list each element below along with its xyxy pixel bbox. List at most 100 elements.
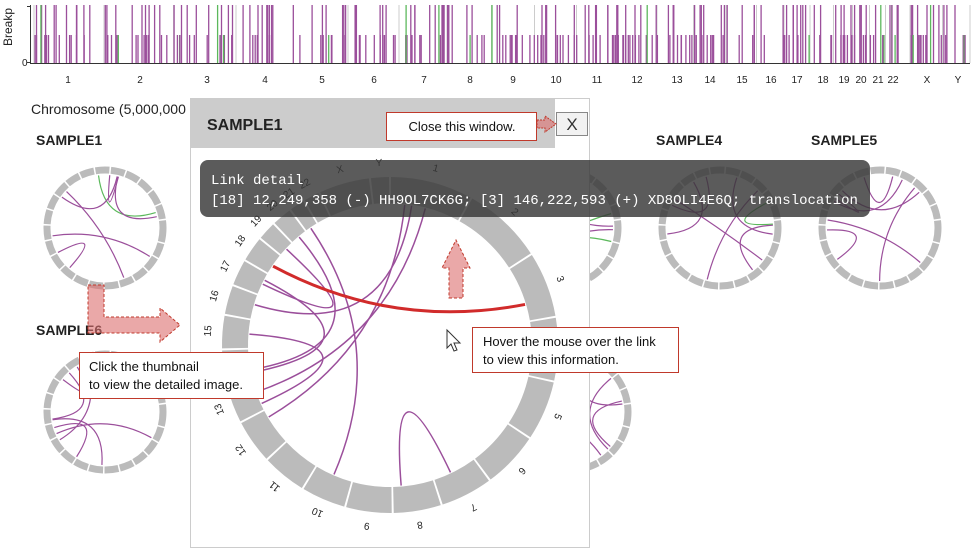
chromosome-label: 16 xyxy=(208,289,222,303)
thumbnail-link xyxy=(879,187,916,282)
thumbnail[interactable] xyxy=(43,166,167,290)
chromosome-segment xyxy=(222,315,251,349)
thumbnail-link xyxy=(52,233,151,257)
chromosome-segment xyxy=(475,424,530,480)
chromosome-tick-label: 16 xyxy=(765,75,777,86)
click-hint-box xyxy=(79,352,264,399)
link xyxy=(310,227,358,475)
y-tick-label: 0 xyxy=(22,58,28,69)
chromosome-segment xyxy=(508,376,554,438)
chromosome-tick-label: 10 xyxy=(550,75,562,86)
chromosome-segment xyxy=(245,239,280,273)
link xyxy=(251,279,325,374)
popup-title: SAMPLE1 xyxy=(207,117,283,134)
thumbnail-link xyxy=(739,224,773,271)
chromosome-tick-label: 21 xyxy=(872,75,884,86)
thumbnail[interactable] xyxy=(818,166,942,290)
chromosome-segment xyxy=(260,224,292,255)
chromosome-tick-label: 13 xyxy=(671,75,683,86)
close-hint-box xyxy=(386,112,537,141)
chromosome-segment xyxy=(233,261,267,294)
chromosome-tick-label: 18 xyxy=(817,75,829,86)
link-detail-box xyxy=(200,160,870,217)
chromosome-label: 6 xyxy=(515,465,527,477)
chromosome-tick-label: 17 xyxy=(791,75,803,86)
chromosome-tick-label: 20 xyxy=(855,75,867,86)
thumbnail-link xyxy=(52,372,85,420)
thumbnail-title: SAMPLE6 xyxy=(36,322,102,338)
link-detail: Link detail [18] 12,249,358 (-) HH9OL7CK… xyxy=(200,160,870,217)
chromosome-label: 17 xyxy=(219,259,234,274)
click-hint-line: Click the thumbnail xyxy=(89,359,199,374)
chromosome-tick-label: 2 xyxy=(137,75,143,86)
thumbnail-link xyxy=(592,400,622,447)
chromosome-label: 10 xyxy=(310,504,325,519)
chromosome-tick-label: 9 xyxy=(510,75,516,86)
chromosome-tick-label: 19 xyxy=(838,75,850,86)
hover-hint: Hover the mouse over the link to view th… xyxy=(472,327,679,373)
chromosome-label: 13 xyxy=(213,402,227,417)
thumbnail-link xyxy=(52,418,103,465)
hover-arrow xyxy=(441,238,471,299)
chromosome-label: 8 xyxy=(416,518,424,530)
chromosome-label: 15 xyxy=(203,325,215,337)
click-hint: Click the thumbnail to view the detailed… xyxy=(79,352,264,399)
thumbnail-title: SAMPLE1 xyxy=(36,132,102,148)
chromosome-label: 3 xyxy=(553,275,565,285)
chromosome-tick-label: 4 xyxy=(262,75,268,86)
chromosome-tick-label: 3 xyxy=(204,75,210,86)
chromosome-label: 5 xyxy=(551,412,563,422)
selected-link xyxy=(272,264,526,314)
chromosome-segment xyxy=(274,210,305,242)
thumbnail-link xyxy=(61,176,118,210)
mouse-cursor xyxy=(446,328,462,352)
link xyxy=(249,333,324,405)
thumbnail-link xyxy=(114,176,157,220)
chromosome-label: 9 xyxy=(363,519,370,531)
chromosome-tick-label: Y xyxy=(955,75,962,86)
link xyxy=(256,208,427,393)
thumbnail-link xyxy=(56,423,152,439)
link xyxy=(262,248,334,309)
chromosome-segment xyxy=(509,255,556,321)
chromosome-tick-label: 11 xyxy=(592,75,603,86)
chromosome-tick-label: 14 xyxy=(704,75,716,86)
thumbnail-link xyxy=(827,229,857,260)
chromosome-segment xyxy=(393,480,441,513)
thumbnail-ring xyxy=(43,166,167,290)
chromosome-label: Chromosome (5,000,000 xyxy=(31,101,186,117)
thumbnail-link xyxy=(57,242,86,268)
thumbnail-link xyxy=(97,175,156,217)
chromosome-segment xyxy=(303,466,352,507)
chromosome-tick-label: 15 xyxy=(736,75,748,86)
thumbnail-title: SAMPLE5 xyxy=(811,132,877,148)
link xyxy=(268,204,406,418)
close-hint: Close this window. xyxy=(386,112,557,141)
click-arrow xyxy=(87,284,181,344)
y-axis-label: Breakp xyxy=(1,8,15,46)
close-hint-text: Close this window. xyxy=(409,119,516,134)
link xyxy=(251,236,336,371)
chromosome-tick-label: 1 xyxy=(65,75,71,86)
chromosome-tick-label: 7 xyxy=(421,75,427,86)
chromosome-tick-label: X xyxy=(924,75,931,86)
thumbnail-link xyxy=(66,191,125,278)
chromosome-tick-label: 6 xyxy=(371,75,377,86)
hover-hint-line: Hover the mouse over the link xyxy=(483,334,656,349)
chromosome-segment xyxy=(346,482,392,513)
thumbnail-title: SAMPLE4 xyxy=(656,132,722,148)
click-hint-line: to view the detailed image. xyxy=(89,377,243,392)
chromosome-tick-label: 12 xyxy=(631,75,643,86)
chromosome-segment xyxy=(267,442,316,488)
hover-hint-box xyxy=(472,327,679,373)
close-hint-arrow xyxy=(536,115,557,133)
thumbnail-link xyxy=(827,219,921,263)
chromosome-segment xyxy=(434,459,489,505)
close-button-label[interactable]: X xyxy=(566,115,577,134)
link xyxy=(398,411,452,486)
chromosome-tick-label: 22 xyxy=(887,75,899,86)
chromosome-segment xyxy=(224,286,257,319)
